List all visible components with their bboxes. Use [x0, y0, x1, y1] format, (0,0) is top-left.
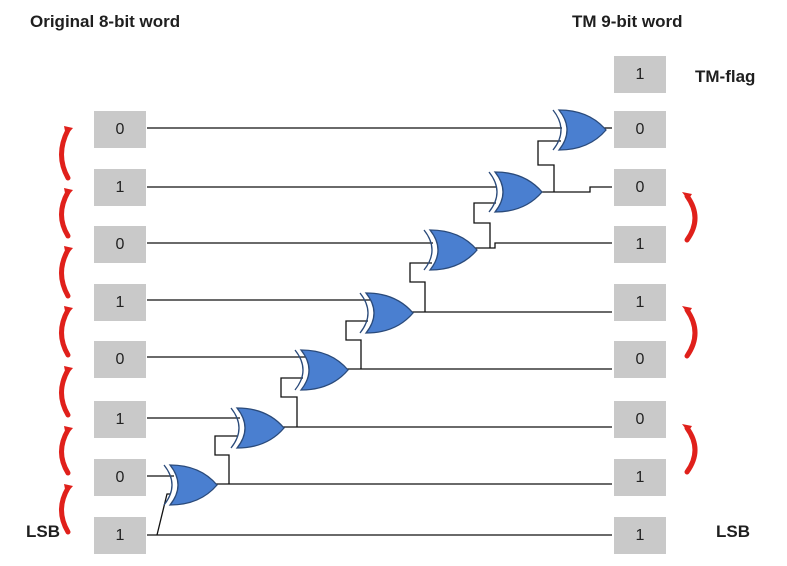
- original-word-title: Original 8-bit word: [30, 12, 181, 31]
- lsb-label-right: LSB: [716, 522, 750, 541]
- tm-bit-box: 1: [614, 459, 666, 496]
- fb-3: [345, 320, 368, 369]
- original-bit-box: 0: [94, 341, 146, 378]
- tm-bit-box: 0: [614, 341, 666, 378]
- original-bit-box: 1: [94, 169, 146, 206]
- fb-1: [214, 435, 237, 484]
- tm-bit-box: 0: [614, 401, 666, 438]
- arrow-left-3: [59, 247, 71, 299]
- arrowhead-left-7: [64, 484, 73, 494]
- tm-bit-box: 0: [614, 111, 666, 148]
- fb-6: [537, 140, 561, 192]
- arrow-left-6: [59, 427, 71, 476]
- arrow-left-1: [59, 127, 71, 181]
- arrowhead-right-2: [682, 306, 692, 314]
- fb-4: [409, 262, 432, 312]
- xor-gate-2: [230, 407, 285, 449]
- original-bit-box: 0: [94, 111, 146, 148]
- fb-0: [156, 493, 170, 536]
- wire-out6: [540, 186, 612, 193]
- xor-gate-5: [423, 229, 478, 271]
- arrowhead-right-1: [682, 192, 692, 200]
- arrowheads-left: [64, 126, 73, 494]
- xor-gate-1: [163, 464, 218, 506]
- original-bit-box: 1: [94, 517, 146, 554]
- xor-gates: [163, 109, 607, 506]
- arrowheads-right: [682, 192, 692, 432]
- wires: [147, 127, 612, 536]
- wire-out5: [475, 242, 612, 249]
- original-bit-box: 0: [94, 226, 146, 263]
- original-bit-box: 1: [94, 284, 146, 321]
- tm-bit-box: 0: [614, 169, 666, 206]
- arrow-left-4: [59, 307, 71, 358]
- arrow-right-2: [684, 307, 698, 359]
- arrow-right-3: [684, 425, 698, 475]
- arrowhead-right-3: [682, 424, 692, 432]
- arrow-left-5: [59, 367, 71, 418]
- arrowhead-left-5: [64, 366, 73, 376]
- fb-2: [280, 377, 303, 427]
- arrowhead-left-2: [64, 188, 73, 198]
- arrowhead-left-6: [64, 426, 73, 436]
- xor-gate-3: [294, 349, 349, 391]
- tm-bit-box: 1: [614, 284, 666, 321]
- lsb-label-left: LSB: [26, 522, 60, 541]
- tm-bit-box: 1: [614, 226, 666, 263]
- arrowhead-left-1: [64, 126, 73, 136]
- original-bit-box: 1: [94, 401, 146, 438]
- tm-flag-box: 1: [614, 56, 666, 93]
- tm-flag-label: TM-flag: [695, 67, 756, 86]
- xor-gate-4: [359, 292, 414, 334]
- arrow-left-7: [59, 485, 71, 535]
- fb-5: [473, 202, 496, 248]
- original-bit-box: 0: [94, 459, 146, 496]
- xor-gate-7: [552, 109, 607, 151]
- swap-arrows-right: [684, 193, 698, 475]
- tm-bit-box: 1: [614, 517, 666, 554]
- tm-word-title: TM 9-bit word: [572, 12, 683, 31]
- arrow-left-2: [59, 189, 71, 239]
- arrow-right-1: [684, 193, 698, 243]
- arrowhead-left-4: [64, 306, 73, 316]
- xor-gate-6: [488, 171, 543, 213]
- arrowhead-left-3: [64, 246, 73, 256]
